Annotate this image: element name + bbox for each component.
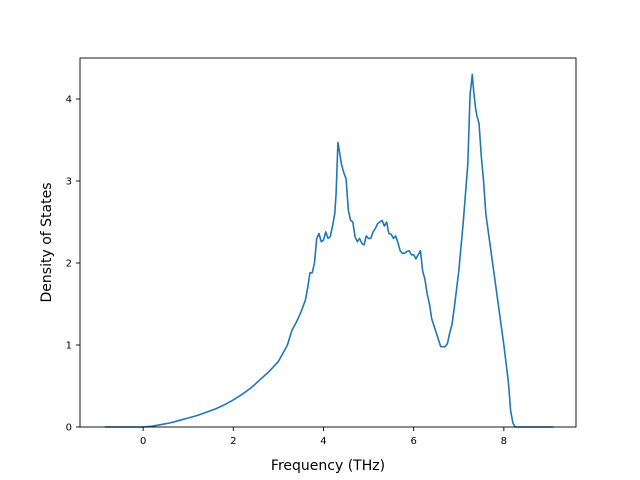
x-tick-label: 2 — [230, 436, 236, 447]
x-axis-label: Frequency (THz) — [271, 458, 385, 474]
y-tick-label: 2 — [66, 259, 72, 270]
y-tick-label: 3 — [66, 177, 72, 188]
plot-area — [104, 73, 554, 428]
y-tick-label: 1 — [66, 341, 72, 352]
x-tick-label: 0 — [140, 436, 146, 447]
axes: 0 2 4 6 8 0 1 2 3 4 — [66, 57, 577, 447]
y-tick-label: 4 — [66, 95, 72, 106]
dos-series-line — [104, 73, 554, 428]
x-tick-label: 6 — [410, 436, 416, 447]
x-tick-label: 8 — [501, 436, 507, 447]
x-tick-label: 4 — [320, 436, 326, 447]
y-tick-label: 0 — [66, 423, 72, 434]
y-axis-label: Density of States — [39, 183, 55, 303]
axes-frame — [79, 57, 577, 428]
